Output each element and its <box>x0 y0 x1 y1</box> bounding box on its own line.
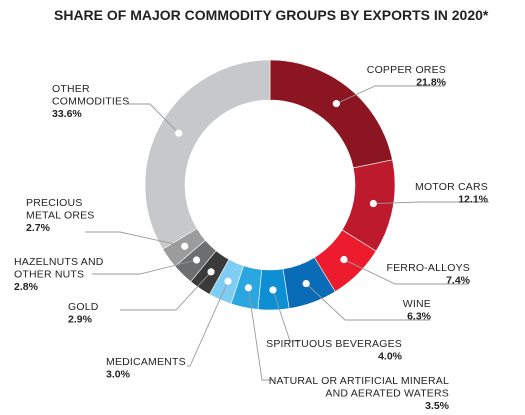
slice-marker-natural-or-artificial-mineral-and-aerated-waters <box>244 284 253 292</box>
leader-line-natural-or-artificial-mineral-and-aerated-waters <box>247 287 274 381</box>
category-label-natural-or-artificial-mineral-and-aerated-waters: AND AERATED WATERS <box>325 388 449 400</box>
leader-line-precious-metal-ores <box>85 231 185 247</box>
category-label-medicaments: MEDICAMENTS <box>106 356 186 368</box>
slice-other-commodities <box>144 59 271 250</box>
slice-marker-precious-metal-ores <box>181 242 189 250</box>
leader-line-hazelnuts-and-other-nuts <box>92 259 197 275</box>
leader-line-other-commodities <box>128 103 180 134</box>
slice-marker-wine <box>302 279 310 288</box>
leader-line-copper-ores <box>336 85 445 105</box>
leader-line-spirituous-beverages <box>272 289 300 342</box>
category-label-precious-metal-ores: PRECIOUS <box>26 197 82 209</box>
value-label-motor-cars: 12.1% <box>458 194 488 206</box>
value-label-hazelnuts-and-other-nuts: 2.8% <box>14 281 39 293</box>
category-label-natural-or-artificial-mineral-and-aerated-waters: NATURAL OR ARTIFICIAL MINERAL <box>269 375 449 387</box>
leader-line-motor-cars <box>373 201 489 204</box>
category-label-hazelnuts-and-other-nuts: HAZELNUTS AND <box>14 256 104 268</box>
leader-line-medicaments <box>187 281 229 367</box>
slice-marker-hazelnuts-and-other-nuts <box>192 256 201 264</box>
category-label-wine: WINE <box>403 298 431 310</box>
value-label-copper-ores: 21.8% <box>416 77 446 89</box>
category-label-hazelnuts-and-other-nuts: OTHER NUTS <box>14 269 84 281</box>
leader-line-gold <box>120 271 212 311</box>
value-label-wine: 6.3% <box>407 311 432 323</box>
slice-copper-ores <box>269 59 393 169</box>
slice-marker-motor-cars <box>369 199 377 208</box>
value-label-medicaments: 3.0% <box>106 369 131 381</box>
category-label-other-commodities: COMMODITIES <box>52 96 129 108</box>
value-label-gold: 2.9% <box>68 314 93 326</box>
slice-marker-spirituous-beverages <box>269 286 277 294</box>
category-label-other-commodities: OTHER <box>52 83 90 95</box>
leader-line-ferro-alloys <box>343 259 469 285</box>
category-label-gold: GOLD <box>68 301 99 313</box>
category-label-spirituous-beverages: SPIRITUOUS BEVERAGES <box>266 338 402 350</box>
category-label-precious-metal-ores: METAL ORES <box>26 210 95 222</box>
category-label-ferro-alloys: FERRO-ALLOYS <box>386 262 470 274</box>
slice-marker-other-commodities <box>175 129 183 137</box>
leader-line-wine <box>305 283 430 321</box>
value-label-ferro-alloys: 7.4% <box>446 275 471 287</box>
chart-title: SHARE OF MAJOR COMMODITY GROUPS BY EXPOR… <box>54 7 489 23</box>
slice-marker-ferro-alloys <box>340 255 348 264</box>
value-label-spirituous-beverages: 4.0% <box>378 351 403 363</box>
value-label-precious-metal-ores: 2.7% <box>26 222 51 234</box>
value-label-other-commodities: 33.6% <box>52 108 82 120</box>
slice-marker-copper-ores <box>332 100 340 108</box>
category-label-motor-cars: MOTOR CARS <box>415 181 488 193</box>
slice-marker-medicaments <box>224 277 232 285</box>
slice-marker-gold <box>207 268 215 276</box>
category-label-copper-ores: COPPER ORES <box>367 64 446 76</box>
value-label-natural-or-artificial-mineral-and-aerated-waters: 3.5% <box>425 400 450 412</box>
